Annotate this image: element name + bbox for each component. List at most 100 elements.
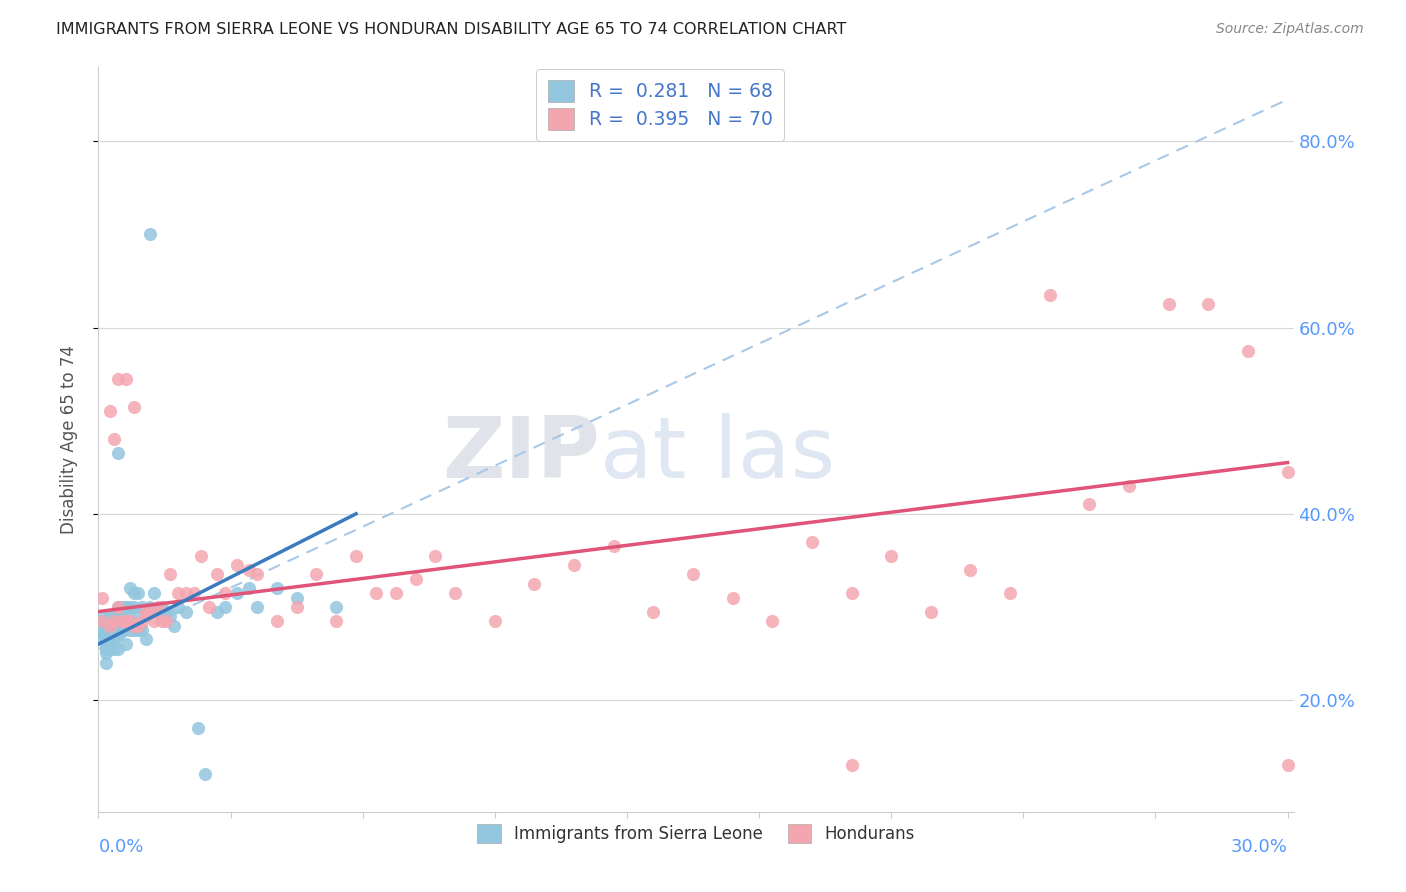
Point (115, 599, 138, 614)
Point (484, 614, 506, 628)
Point (120, 623, 142, 637)
Point (1237, 343, 1260, 358)
Point (122, 623, 145, 637)
Point (135, 609, 157, 624)
Point (150, 599, 173, 614)
Point (111, 599, 134, 614)
Point (91, 632, 114, 647)
Point (139, 599, 162, 614)
Point (103, 623, 125, 637)
Text: at las: at las (600, 413, 835, 496)
Point (998, 586, 1021, 600)
Point (159, 567, 181, 582)
Point (174, 586, 197, 600)
Point (127, 609, 149, 624)
Point (103, 614, 125, 628)
Point (364, 586, 387, 600)
Point (159, 609, 181, 624)
Point (107, 372, 129, 386)
Point (1277, 465, 1299, 479)
Point (98, 623, 121, 637)
Point (103, 433, 125, 447)
Point (562, 558, 585, 572)
Point (238, 582, 260, 596)
Point (384, 586, 406, 600)
Point (98, 614, 121, 628)
Point (120, 614, 142, 628)
Point (111, 605, 134, 619)
Point (186, 721, 208, 735)
Point (1277, 758, 1299, 772)
Point (103, 609, 125, 624)
Point (96, 656, 118, 670)
Point (98, 618, 121, 632)
Point (96, 637, 118, 651)
Point (91, 591, 114, 605)
Point (131, 614, 153, 628)
Point (1118, 479, 1140, 493)
Point (880, 549, 903, 563)
Point (1197, 297, 1219, 311)
Point (115, 614, 138, 628)
Point (96, 614, 118, 628)
Point (405, 572, 427, 586)
Y-axis label: Disability Age 65 to 74: Disability Age 65 to 74 (59, 345, 77, 533)
Point (603, 540, 626, 554)
Point (194, 767, 217, 781)
Point (91, 623, 114, 637)
Point (142, 614, 165, 628)
Point (190, 549, 212, 563)
Point (98, 628, 121, 642)
Point (111, 614, 134, 628)
Point (238, 563, 260, 577)
Point (150, 614, 173, 628)
Point (155, 614, 177, 628)
Point (111, 614, 134, 628)
Point (127, 623, 149, 637)
Point (131, 623, 153, 637)
Point (444, 586, 467, 600)
Point (523, 576, 546, 591)
Point (226, 558, 249, 572)
Point (122, 599, 145, 614)
Point (98, 404, 121, 418)
Point (841, 758, 863, 772)
Point (344, 549, 367, 563)
Point (115, 605, 138, 619)
Point (120, 582, 142, 596)
Point (96, 623, 118, 637)
Point (96, 641, 118, 656)
Point (96, 618, 118, 632)
Point (103, 641, 125, 656)
Point (207, 567, 229, 582)
Point (166, 586, 188, 600)
Point (131, 599, 153, 614)
Point (107, 446, 129, 460)
Point (107, 609, 129, 624)
Point (127, 618, 149, 632)
Point (266, 614, 288, 628)
Point (214, 586, 236, 600)
Point (91, 614, 114, 628)
Point (91, 614, 114, 628)
Point (214, 599, 236, 614)
Text: 0.0%: 0.0% (98, 838, 143, 855)
Point (166, 599, 188, 614)
Point (98, 609, 121, 624)
Point (226, 586, 249, 600)
Point (1157, 297, 1180, 311)
Point (643, 605, 665, 619)
Point (142, 586, 165, 600)
Point (146, 599, 169, 614)
Point (163, 618, 186, 632)
Point (107, 599, 129, 614)
Point (266, 582, 288, 596)
Text: 30.0%: 30.0% (1230, 838, 1288, 855)
Point (127, 586, 149, 600)
Point (959, 563, 981, 577)
Point (115, 614, 138, 628)
Point (122, 400, 145, 414)
Point (91, 609, 114, 624)
Point (207, 605, 229, 619)
Point (107, 641, 129, 656)
